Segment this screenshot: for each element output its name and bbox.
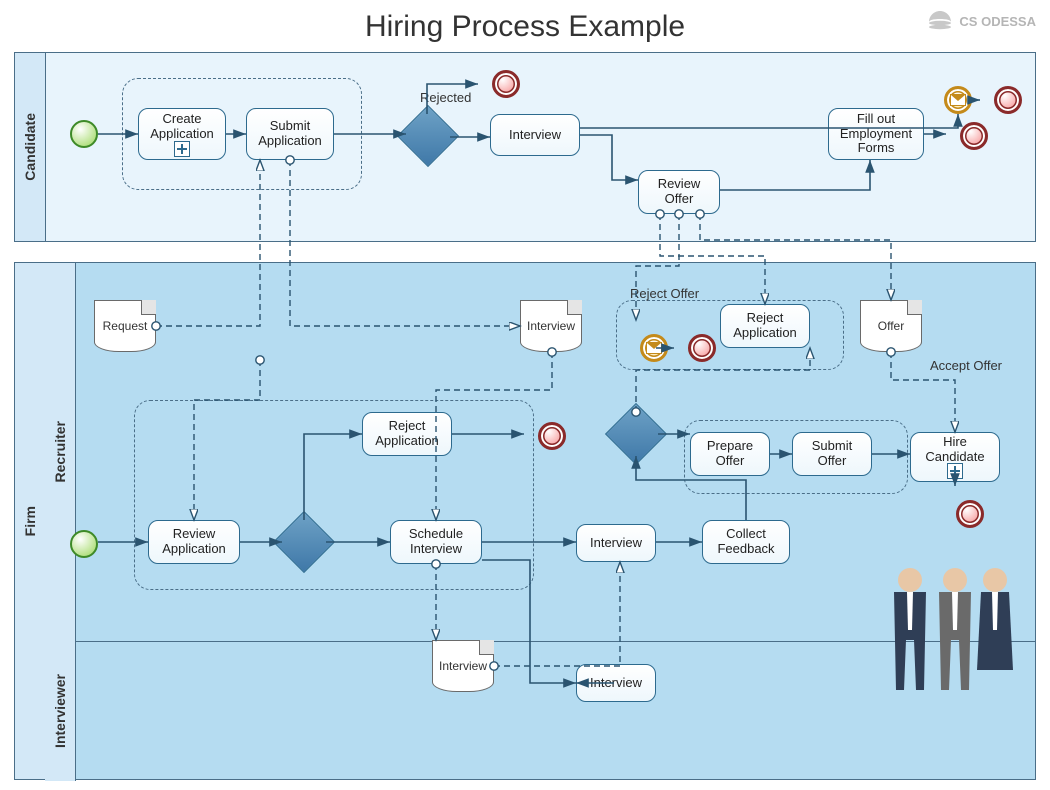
task-reject_app1: Reject Application: [362, 412, 452, 456]
brand-label: CS ODESSA: [926, 10, 1036, 32]
event-end_reject1: [538, 422, 566, 450]
label-l_rejected: Rejected: [420, 90, 471, 105]
diamond-icon: [273, 511, 335, 573]
label-l_accept: Accept Offer: [930, 358, 1002, 373]
task-rec_interview: Interview: [576, 524, 656, 562]
event-end_forms: [960, 122, 988, 150]
task-review_app: Review Application: [148, 520, 240, 564]
gateway-gw2: [282, 520, 326, 564]
event-end_rejected: [492, 70, 520, 98]
task-reject_app2: Reject Application: [720, 304, 810, 348]
event-end_cand_msg: [994, 86, 1022, 114]
task-hire: Hire Candidate: [910, 432, 1000, 482]
event-start_firm: [70, 530, 98, 558]
diagram-stage: Hiring Process Example CS ODESSA Candida…: [0, 0, 1050, 790]
diamond-icon: [605, 403, 667, 465]
diamond-icon: [397, 105, 459, 167]
event-msg_reject: [640, 334, 668, 362]
event-end_reject_msg: [688, 334, 716, 362]
pool-label: Firm: [22, 506, 38, 536]
lane-divider: [45, 641, 1035, 642]
event-end_hire: [956, 500, 984, 528]
task-schedule: Schedule Interview: [390, 520, 482, 564]
pool-header-firm: Firm: [15, 263, 46, 779]
page-fold-icon: [567, 300, 582, 315]
subprocess-marker-icon: [947, 463, 963, 479]
event-start_cand: [70, 120, 98, 148]
label-l_reject_offer: Reject Offer: [630, 286, 699, 301]
gateway-gw1: [406, 114, 450, 158]
gateway-gw3: [614, 412, 658, 456]
document-d_request: Request: [94, 300, 156, 352]
task-submit_offer: Submit Offer: [792, 432, 872, 476]
document-d_offer: Offer: [860, 300, 922, 352]
page-fold-icon: [479, 640, 494, 655]
flap-icon: [951, 95, 965, 101]
task-int_interview: Interview: [576, 664, 656, 702]
task-review_offer: Review Offer: [638, 170, 720, 214]
subprocess-marker-icon: [174, 141, 190, 157]
task-collect_fb: Collect Feedback: [702, 520, 790, 564]
lane-header-recruiter: Recruiter: [45, 263, 76, 641]
page-fold-icon: [907, 300, 922, 315]
document-d_int1: Interview: [520, 300, 582, 352]
lane-label: Interviewer: [52, 674, 68, 748]
diagram-title: Hiring Process Example: [0, 10, 1050, 44]
flap-icon: [647, 343, 661, 349]
envelope-icon: [950, 94, 966, 106]
page-fold-icon: [141, 300, 156, 315]
task-cand_interview: Interview: [490, 114, 580, 156]
envelope-icon: [646, 342, 662, 354]
task-prepare_offer: Prepare Offer: [690, 432, 770, 476]
pool-label: Candidate: [22, 113, 38, 181]
document-d_int2: Interview: [432, 640, 494, 692]
task-create_app: Create Application: [138, 108, 226, 160]
lane-label: Recruiter: [52, 421, 68, 482]
pool-header-candidate: Candidate: [15, 53, 46, 241]
task-fill_forms: Fill out Employment Forms: [828, 108, 924, 160]
lane-header-interviewer: Interviewer: [45, 641, 76, 781]
event-msg_cand: [944, 86, 972, 114]
task-submit_app: Submit Application: [246, 108, 334, 160]
